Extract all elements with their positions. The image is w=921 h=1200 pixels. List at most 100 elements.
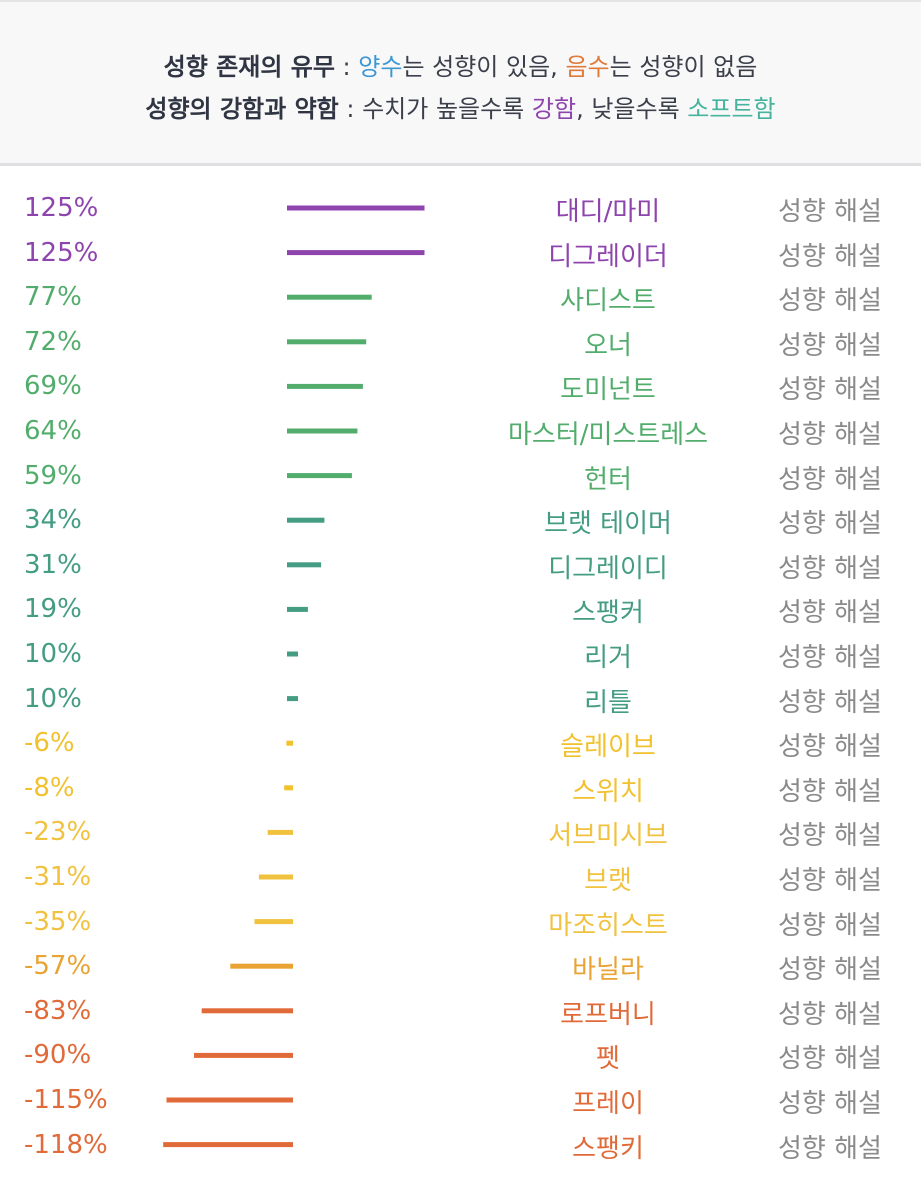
- explanation-link[interactable]: 성향 해설: [778, 375, 882, 406]
- bar: [287, 473, 352, 479]
- legend-positive-text: 는 성향이 있음,: [402, 53, 566, 81]
- explanation-link[interactable]: 성향 해설: [778, 420, 882, 450]
- category-label: 디그레이디: [548, 553, 668, 584]
- value-label: 10%: [24, 639, 82, 669]
- category-label: 대디/마미: [555, 197, 661, 227]
- category-label: 사디스트: [560, 286, 656, 317]
- category-label: 프레이: [572, 1089, 644, 1119]
- value-label: 125%: [24, 193, 99, 223]
- category-label: 서브미시브: [548, 821, 668, 852]
- legend-line-strength: 성향의 강함과 약함 : 수치가 높을수록 강함, 낮을수록 소프트함: [0, 89, 921, 124]
- bar: [287, 517, 325, 523]
- category-label: 오너: [584, 330, 632, 361]
- bar: [230, 963, 293, 969]
- category-label: 펫: [596, 1044, 620, 1075]
- value-label: -90%: [24, 1040, 92, 1071]
- legend-title-presence: 성향 존재의 유무: [163, 53, 335, 81]
- explanation-link[interactable]: 성향 해설: [778, 999, 882, 1030]
- bar: [287, 651, 298, 657]
- bar: [258, 874, 293, 880]
- value-label: -35%: [24, 906, 92, 937]
- bar: [287, 428, 358, 434]
- value-label: 59%: [24, 460, 82, 491]
- legend-line-presence: 성향 존재의 유무 : 양수는 성향이 있음, 음수는 성향이 없음: [0, 47, 921, 82]
- category-label: 슬레이브: [560, 732, 656, 763]
- value-label: 64%: [24, 416, 82, 446]
- explanation-link[interactable]: 성향 해설: [778, 687, 882, 718]
- value-label: 72%: [24, 326, 82, 357]
- category-label: 브랫 테이머: [544, 509, 672, 540]
- bar: [287, 562, 322, 568]
- explanation-link[interactable]: 성향 해설: [778, 286, 882, 317]
- category-label: 브랫: [584, 866, 632, 896]
- bar: [287, 339, 367, 345]
- explanation-link[interactable]: 성향 해설: [778, 598, 882, 629]
- bar: [194, 1052, 293, 1058]
- category-label: 마조히스트: [548, 910, 668, 941]
- bar: [287, 250, 425, 256]
- explanation-link[interactable]: 성향 해설: [778, 509, 882, 540]
- category-label: 스팽커: [572, 598, 644, 629]
- value-label: -83%: [24, 995, 92, 1026]
- value-label: -118%: [24, 1129, 108, 1160]
- legend-strong-word: 강함: [531, 95, 577, 123]
- value-label: 125%: [24, 237, 99, 268]
- category-label: 리거: [584, 643, 632, 673]
- value-label: 77%: [24, 282, 82, 313]
- legend-soft-word: 소프트함: [687, 95, 776, 123]
- legend-strength-text: 수치가 높을수록: [362, 95, 532, 123]
- explanation-link[interactable]: 성향 해설: [778, 197, 882, 227]
- bar: [267, 829, 293, 835]
- category-label: 스위치: [572, 776, 644, 807]
- bar: [163, 1142, 293, 1148]
- bar: [287, 383, 363, 389]
- value-label: 34%: [24, 505, 82, 536]
- legend-separator: :: [338, 95, 363, 123]
- explanation-link[interactable]: 성향 해설: [778, 776, 882, 807]
- explanation-link[interactable]: 성향 해설: [778, 643, 882, 673]
- legend-separator: :: [334, 53, 359, 81]
- value-label: -57%: [24, 951, 92, 982]
- legend-strength-mid: , 낮을수록: [576, 95, 688, 123]
- category-label: 디그레이더: [548, 241, 668, 272]
- value-label: -31%: [24, 862, 92, 892]
- bar: [287, 606, 308, 612]
- category-label: 리틀: [584, 687, 632, 718]
- explanation-link[interactable]: 성향 해설: [778, 732, 882, 763]
- value-label: -8%: [24, 772, 75, 803]
- bar: [287, 696, 298, 702]
- legend-negative-word: 음수: [565, 53, 610, 81]
- value-label: 10%: [24, 683, 82, 714]
- legend-title-strength: 성향의 강함과 약함: [145, 95, 339, 123]
- explanation-link[interactable]: 성향 해설: [778, 1044, 882, 1075]
- value-label: -23%: [24, 817, 92, 848]
- legend-positive-word: 양수: [358, 53, 403, 81]
- value-label: 31%: [24, 549, 82, 580]
- explanation-link[interactable]: 성향 해설: [778, 866, 882, 896]
- explanation-link[interactable]: 성향 해설: [778, 1133, 882, 1164]
- explanation-link[interactable]: 성향 해설: [778, 241, 882, 272]
- category-label: 헌터: [584, 464, 632, 495]
- explanation-link[interactable]: 성향 해설: [778, 330, 882, 361]
- explanation-link[interactable]: 성향 해설: [778, 821, 882, 852]
- bar: [201, 1008, 293, 1014]
- category-label: 바닐라: [572, 955, 644, 986]
- value-label: -115%: [24, 1085, 108, 1115]
- category-label: 마스터/미스트레스: [507, 420, 709, 450]
- category-label: 스팽키: [572, 1133, 644, 1164]
- value-label: 69%: [24, 371, 82, 402]
- explanation-link[interactable]: 성향 해설: [778, 910, 882, 941]
- explanation-link[interactable]: 성향 해설: [778, 464, 882, 495]
- bar: [166, 1097, 293, 1103]
- value-label: -6%: [24, 728, 75, 759]
- bar: [284, 785, 293, 791]
- legend-header: 성향 존재의 유무 : 양수는 성향이 있음, 음수는 성향이 없음 성향의 강…: [0, 0, 921, 166]
- explanation-link[interactable]: 성향 해설: [778, 955, 882, 986]
- explanation-link[interactable]: 성향 해설: [778, 1089, 882, 1119]
- bar: [287, 294, 372, 300]
- category-label: 도미넌트: [560, 375, 656, 406]
- category-label: 로프버니: [560, 999, 656, 1030]
- explanation-link[interactable]: 성향 해설: [778, 553, 882, 584]
- legend-negative-text: 는 성향이 없음: [609, 53, 758, 81]
